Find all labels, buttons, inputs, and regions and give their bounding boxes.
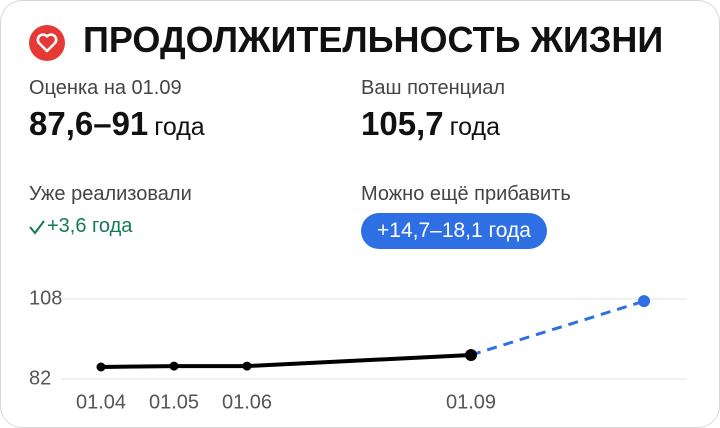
- y-tick-label: 82: [29, 367, 51, 389]
- check-icon: [29, 220, 45, 235]
- x-tick-label: 01.09: [446, 391, 496, 413]
- series-line: [100, 353, 472, 369]
- estimate-label: Оценка на 01.09: [29, 77, 182, 99]
- series-line: [470, 299, 645, 357]
- remaining-pill: +14,7–18,1 года: [361, 213, 547, 249]
- realized-value: +3,6 года: [47, 215, 133, 237]
- realized-label: Уже реализовали: [29, 183, 192, 205]
- data-point: [465, 349, 477, 361]
- data-point: [169, 361, 179, 371]
- estimate: 87,6–91 года: [29, 105, 205, 143]
- potential-label: Ваш потенциал: [361, 77, 506, 99]
- remaining-label: Можно ещё прибавить: [361, 183, 571, 205]
- data-point: [638, 295, 650, 308]
- data-point: [96, 362, 106, 372]
- potential: 105,7 года: [361, 105, 500, 143]
- potential-value: 105,7: [361, 105, 444, 142]
- x-tick-label: 01.06: [222, 391, 272, 413]
- title: ПРОДОЛЖИТЕЛЬНОСТЬ ЖИЗНИ: [83, 19, 664, 60]
- x-tick-label: 01.04: [76, 391, 126, 413]
- x-tick-label: 01.05: [149, 391, 199, 413]
- estimate-value: 87,6–91: [29, 105, 149, 142]
- data-point: [242, 361, 252, 371]
- heart-icon: [29, 25, 65, 61]
- estimate-unit: года: [154, 113, 205, 141]
- potential-unit: года: [449, 113, 501, 141]
- y-tick-label: 108: [29, 287, 62, 309]
